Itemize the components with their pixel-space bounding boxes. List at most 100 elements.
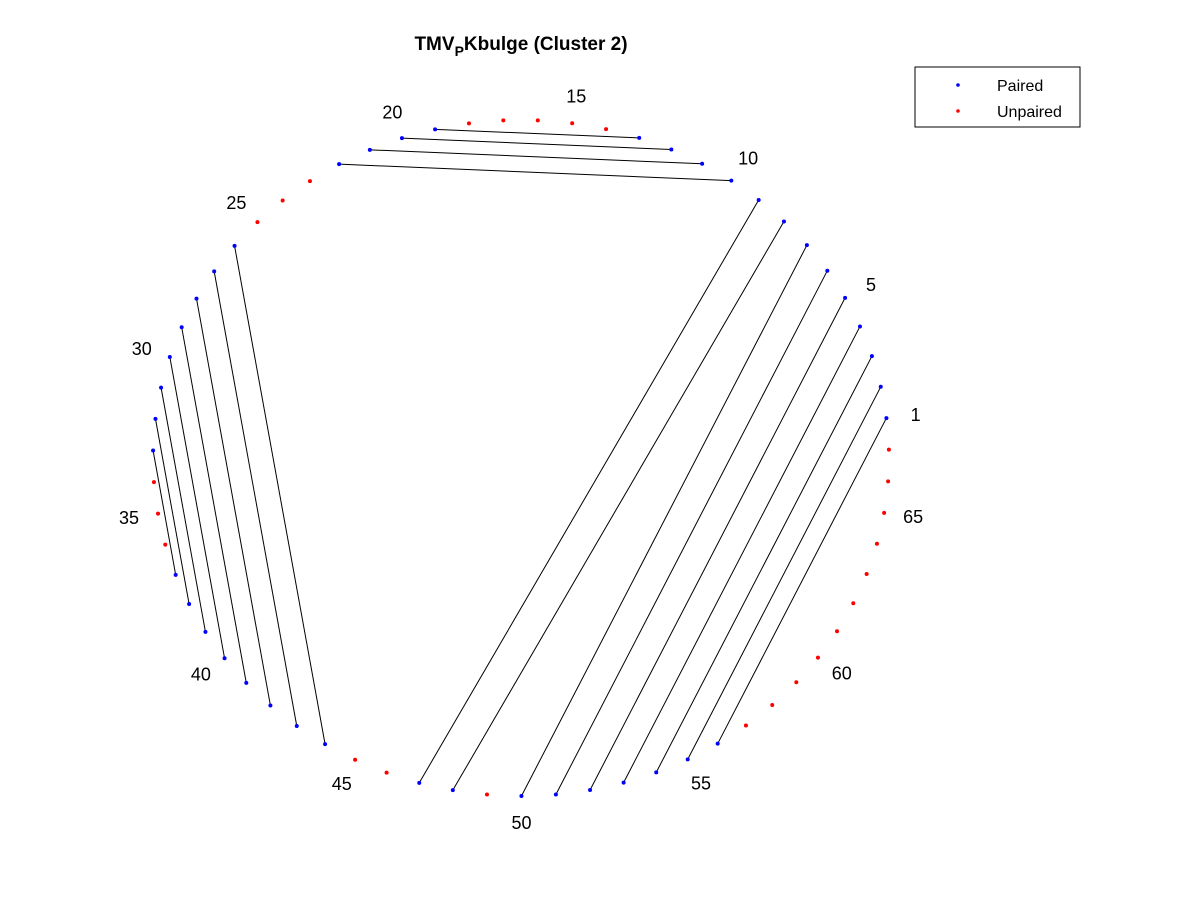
paired-point [417, 780, 422, 785]
title-prefix: TMV [414, 34, 454, 55]
legend: Paired Unpaired [914, 66, 1081, 128]
paired-point [151, 448, 156, 453]
unpaired-point [604, 127, 609, 132]
pair-line [589, 297, 846, 791]
paired-point [621, 780, 626, 785]
paired-point [203, 629, 208, 634]
paired-point [153, 416, 158, 421]
paired-point [294, 724, 299, 729]
paired-point [450, 788, 455, 793]
unpaired-point [535, 118, 540, 123]
index-label: 60 [832, 664, 852, 684]
unpaired-point [864, 572, 869, 577]
index-label: 50 [511, 813, 531, 833]
paired-point [222, 656, 227, 661]
paired-point [729, 178, 734, 183]
pair-line [401, 137, 672, 150]
paired-point [781, 219, 786, 224]
paired-point [884, 416, 889, 421]
unpaired-point [815, 655, 820, 660]
paired-point [212, 269, 217, 274]
paired-point [756, 197, 761, 202]
paired-point [825, 268, 830, 273]
title-suffix: Kbulge (Cluster 2) [464, 34, 628, 55]
paired-point [878, 384, 883, 389]
pair-line [555, 270, 828, 795]
pair-line [655, 355, 873, 773]
unpaired-point [770, 702, 775, 707]
unpaired-point [886, 479, 891, 484]
paired-point [167, 354, 172, 359]
paired-point [337, 162, 342, 167]
unpaired-point [886, 447, 891, 452]
pair-line [339, 163, 732, 182]
unpaired-point [151, 480, 156, 485]
paired-point [669, 147, 674, 152]
unpaired-point [835, 629, 840, 634]
legend-label-paired: Paired [997, 78, 1043, 95]
index-label: 40 [191, 664, 211, 684]
unpaired-point [466, 121, 471, 126]
pair-line [234, 245, 326, 745]
index-label: 45 [332, 774, 352, 794]
paired-point [553, 792, 558, 797]
paired-point [173, 572, 178, 577]
pair-line [181, 327, 247, 683]
unpaired-point [255, 220, 260, 225]
paired-point [187, 602, 192, 607]
paired-point [685, 757, 690, 762]
unpaired-point [384, 770, 389, 775]
paired-point [159, 385, 164, 390]
paired-point [588, 787, 593, 792]
paired-point [323, 742, 328, 747]
legend-marker-paired [956, 83, 960, 87]
unpaired-point [570, 121, 575, 126]
index-label: 15 [566, 87, 586, 107]
paired-point [637, 135, 642, 140]
index-label: 30 [132, 339, 152, 359]
paired-point [843, 295, 848, 300]
pair-line [687, 386, 882, 760]
unpaired-point [163, 542, 168, 547]
index-label: 1 [911, 405, 921, 425]
index-label: 25 [226, 193, 246, 213]
paired-point [804, 243, 809, 248]
pair-line [154, 418, 190, 605]
paired-point [519, 793, 524, 798]
index-label: 65 [903, 507, 923, 527]
pair-line [196, 298, 271, 706]
unpaired-point [307, 179, 312, 184]
index-label: 5 [866, 275, 876, 295]
unpaired-point [794, 680, 799, 685]
unpaired-point [851, 601, 856, 606]
paired-point [232, 243, 237, 248]
unpaired-point [874, 541, 879, 546]
paired-point [367, 147, 372, 152]
pair-line [521, 244, 808, 797]
paired-point [244, 680, 249, 685]
index-label: 35 [119, 508, 139, 528]
paired-point [399, 136, 404, 141]
paired-point [700, 161, 705, 166]
pair-line [623, 326, 861, 783]
chart-title: TMVPKbulge (Cluster 2) [414, 34, 627, 59]
pair-line [452, 221, 785, 791]
unpaired-point [882, 510, 887, 515]
index-label: 55 [691, 773, 711, 793]
pair-line [435, 128, 640, 139]
paired-point [268, 703, 273, 708]
pair-line [717, 417, 887, 744]
legend-marker-unpaired [956, 109, 960, 113]
pair-line [152, 450, 177, 575]
unpaired-point [280, 198, 285, 203]
legend-box [914, 66, 1081, 128]
unpaired-point [743, 723, 748, 728]
pair-line [213, 271, 298, 727]
unpaired-point [156, 511, 161, 516]
nucleotide-points [151, 118, 891, 798]
paired-point [715, 741, 720, 746]
pair-lines [152, 128, 887, 797]
index-label: 20 [382, 103, 402, 123]
title-subscript: P [455, 43, 464, 59]
